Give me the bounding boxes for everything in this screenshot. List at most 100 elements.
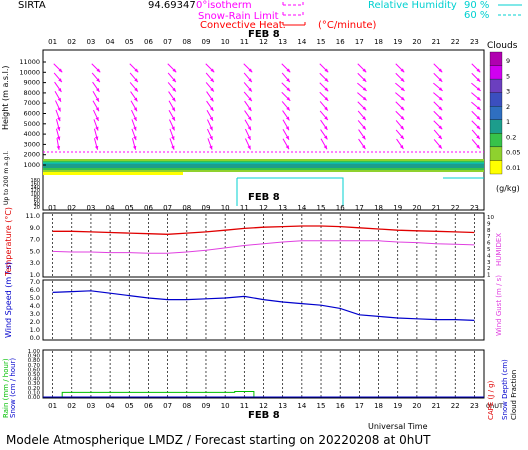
ytick-wind-1.0: 1.0 (30, 326, 40, 334)
wind-arrow-head (209, 116, 213, 121)
rain-xlabel: Universal Time (368, 422, 428, 431)
coords-label: 94.69347 (148, 0, 196, 11)
xtick-label-rain-xticks-12: 12 (259, 402, 268, 410)
temp-xticks: 01 02 03 04 05 06 07 08 09 10 11 12 13 14 15 16 17 18 19 20… (48, 204, 479, 212)
wind-arrow-head (399, 144, 404, 149)
cloud-scale-label-5: 5 (506, 72, 510, 80)
cloud-scale-swatch (489, 51, 503, 66)
cloud-scale: Clouds 9 5 3 2 1 0.2 0.05 0.01 (g/kg) (487, 41, 520, 193)
wind-arrow-head (400, 96, 405, 101)
wind-arrow-head (362, 68, 367, 73)
ytick-rain-0.60: 0.60 (28, 367, 41, 373)
wind-arrow-head (133, 126, 137, 131)
wind-arrow-head (172, 68, 177, 73)
xtick-label-top-xticks-13: 13 (278, 38, 287, 46)
wind-arrow-head (362, 87, 367, 91)
xtick-label-temp-xticks-13: 13 (278, 204, 287, 212)
xtick-label-temp-xticks-23: 23 (470, 204, 479, 212)
xtick-label-top-xticks-06: 06 (144, 38, 153, 46)
wind-arrow-head (324, 68, 329, 73)
wind-yticks: 7.06.05.04.03.02.01.00.0 (30, 278, 40, 342)
ytick-agl-180: 180 (30, 178, 40, 184)
xtick-label-rain-xticks-06: 06 (144, 402, 153, 410)
wind-arrow-head (362, 116, 366, 121)
ytick-wind-5.0: 5.0 (30, 294, 40, 302)
ytick-agl-120: 120 (30, 188, 40, 194)
cloudfrac-ylabel: Cloud Fraction (510, 370, 518, 420)
ytick-humidex-7: 7 (487, 234, 491, 240)
wind-arrow-head (95, 87, 100, 92)
xtick-label-top-xticks-17: 17 (355, 38, 364, 46)
wind-speed-line (52, 290, 475, 321)
wind-arrow-head (247, 135, 251, 140)
ytick-height-9000: 9000 (23, 79, 40, 87)
ytick-height-1000: 1000 (23, 161, 40, 169)
xtick-label-top-xticks-01: 01 (48, 38, 57, 46)
wind-arrow-head (134, 78, 138, 83)
ytick-agl-160: 160 (30, 181, 40, 187)
rain-date-label-bottom: FEB 8 (248, 410, 280, 421)
xtick-label-top-xticks-04: 04 (106, 38, 115, 46)
wind-arrow-head (361, 135, 366, 140)
wind-arrow-head (56, 126, 61, 131)
cloud-scale-swatches: 9 5 3 2 1 0.2 0.05 0.01 (489, 51, 520, 175)
xtick-label-rain-xticks-13: 13 (278, 402, 287, 410)
cloud-scale-swatch (489, 160, 503, 175)
xtick-label-temp-xticks-09: 09 (202, 204, 211, 212)
wind-arrow-head (56, 136, 61, 141)
xtick-label-temp-xticks-19: 19 (393, 204, 402, 212)
xtick-label-temp-xticks-06: 06 (144, 204, 153, 212)
cloud-scale-label-9: 9 (506, 57, 510, 65)
xtick-label-temp-xticks-21: 21 (432, 204, 441, 212)
rain-panel: FEB 8 1.000.900.800.700.600.500.400.300.… (2, 349, 518, 431)
ytick-wind-7.0: 7.0 (30, 278, 40, 286)
ytick-agl-60: 60 (34, 198, 40, 204)
wind-arrow-head (400, 115, 405, 120)
snow-ylabel: Snow (cm / hour) (9, 358, 17, 418)
xtick-label-rain-xticks-23: 23 (470, 402, 479, 410)
wind-arrow-head (248, 68, 253, 73)
wind-arrow-head (438, 87, 443, 91)
xtick-label-top-xticks-07: 07 (163, 38, 172, 46)
wind-arrow-head (324, 77, 329, 82)
wind-arrow-head (323, 125, 328, 130)
temp-date-label: FEB 8 (248, 192, 280, 203)
wind-arrow-head (171, 136, 175, 141)
xtick-label-temp-xticks-11: 11 (240, 204, 249, 212)
wind-arrow-head (285, 116, 290, 121)
wind-arrow-head (324, 87, 329, 92)
xtick-label-top-xticks-19: 19 (393, 38, 402, 46)
wind-arrow-head (438, 68, 443, 73)
xtick-label-top-xticks-09: 09 (202, 38, 211, 46)
wind-arrow-head (133, 97, 138, 102)
wind-arrow-head (171, 107, 175, 112)
cloud-scale-swatch (489, 119, 503, 134)
xtick-label-temp-xticks-12: 12 (259, 204, 268, 212)
wind-arrow-head (324, 106, 328, 111)
wind-arrow-head (476, 125, 481, 130)
xtick-label-temp-xticks-05: 05 (125, 204, 134, 212)
wind-arrow-head (286, 106, 290, 111)
xtick-label-temp-xticks-10: 10 (221, 204, 230, 212)
ytick-height-3000: 3000 (23, 140, 40, 148)
xtick-label-top-xticks-05: 05 (125, 38, 134, 46)
wind-arrow-head (56, 146, 61, 150)
wind-arrow-head (438, 135, 442, 140)
wind-arrow-head (438, 106, 443, 111)
xtick-label-rain-xticks-10: 10 (221, 402, 230, 410)
xtick-label-rain-xticks-09: 09 (202, 402, 211, 410)
wind-arrow-head (57, 87, 62, 92)
rh-90: 90 % (464, 0, 489, 11)
legend-snowrain: Snow-Rain Limit (198, 11, 279, 22)
wind-arrow-head (324, 96, 329, 101)
wind-arrow-head (95, 126, 99, 131)
legend-isotherm-swatch (282, 2, 304, 6)
ytick-humidex-8: 8 (487, 228, 491, 234)
ytick-humidex-2: 2 (487, 266, 491, 272)
wind-arrow-head (323, 145, 327, 150)
wind-arrow-head (133, 136, 137, 141)
wind-arrow-head (209, 135, 213, 140)
wind-arrow-head (476, 144, 480, 149)
wind-arrow-head (286, 87, 291, 92)
top-xticks: 01 02 03 04 05 06 07 08 09 10 11 12 13 14 15 16 17 18 19 20… (48, 38, 479, 46)
